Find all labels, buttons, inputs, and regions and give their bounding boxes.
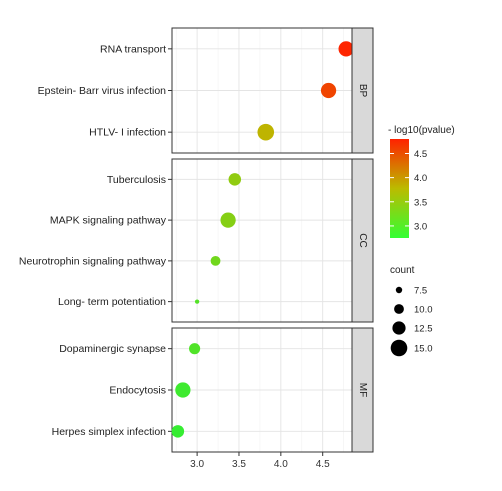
color-legend-label: 3.5 (414, 197, 427, 208)
facet-strip (351, 27, 374, 154)
size-legend-dot (390, 339, 408, 357)
color-legend-bar (390, 139, 409, 238)
color-legend-label: 4.5 (414, 149, 427, 160)
color-legend-label: 3.0 (414, 221, 427, 232)
color-legend-label: 4.0 (414, 173, 427, 184)
data-point (175, 382, 191, 398)
data-point (257, 123, 275, 141)
size-legend: count 7.5 10.0 12.5 15.0 (390, 265, 433, 357)
y-tick-label: Epstein- Barr virus infection (38, 85, 167, 97)
color-legend: - log10(pvalue) 3.0 3.5 4.0 4.5 (388, 125, 455, 238)
x-tick-label: 4.5 (316, 459, 330, 470)
data-point (171, 425, 185, 438)
y-tick-label: HTLV- I infection (89, 127, 166, 139)
facet-strip-label: CC (357, 233, 368, 247)
data-point (194, 299, 200, 304)
facet-strip (351, 158, 374, 323)
facet-strip-label: BP (357, 84, 368, 98)
y-tick-label: RNA transport (100, 43, 166, 55)
y-tick-label: Tuberculosis (107, 174, 166, 186)
data-point (228, 173, 242, 186)
color-legend-title: - log10(pvalue) (388, 125, 455, 136)
panel-background (171, 158, 353, 323)
y-tick-label: Neurotrophin signaling pathway (19, 255, 167, 267)
facet-strip (351, 327, 374, 453)
y-tick-label: Dopaminergic synapse (59, 343, 166, 355)
facet-panels: RNA transport Epstein- Barr virus infecti… (19, 27, 374, 453)
data-point (210, 255, 221, 266)
y-tick-label: Long- term potentiation (58, 296, 166, 308)
size-legend-label: 12.5 (414, 324, 433, 335)
facet-strip-label: MF (357, 383, 368, 397)
y-tick-label: Endocytosis (109, 385, 166, 397)
data-point (220, 212, 236, 228)
size-legend-title: count (390, 265, 415, 276)
x-tick-label: 3.5 (232, 459, 246, 470)
data-point (189, 343, 201, 355)
facet-cc: Tuberculosis MAPK signaling pathway Neurot… (19, 158, 374, 323)
size-legend-label: 10.0 (414, 305, 433, 316)
x-tick-label: 4.0 (274, 459, 288, 470)
size-legend-label: 15.0 (414, 344, 433, 355)
data-point (338, 41, 354, 57)
x-axis: 3.0 3.5 4.0 4.5 (190, 452, 330, 470)
size-legend-label: 7.5 (414, 286, 427, 297)
facet-bp: RNA transport Epstein- Barr virus infecti… (38, 27, 374, 154)
size-legend-dot (395, 286, 403, 294)
data-point (320, 82, 337, 99)
y-tick-label: MAPK signaling pathway (50, 215, 167, 227)
x-tick-label: 3.0 (190, 459, 204, 470)
size-legend-dot (392, 321, 406, 335)
y-tick-label: Herpes simplex infection (52, 426, 167, 438)
facet-mf: Dopaminergic synapse Endocytosis Herpes si… (52, 327, 374, 453)
size-legend-dot (394, 304, 404, 314)
